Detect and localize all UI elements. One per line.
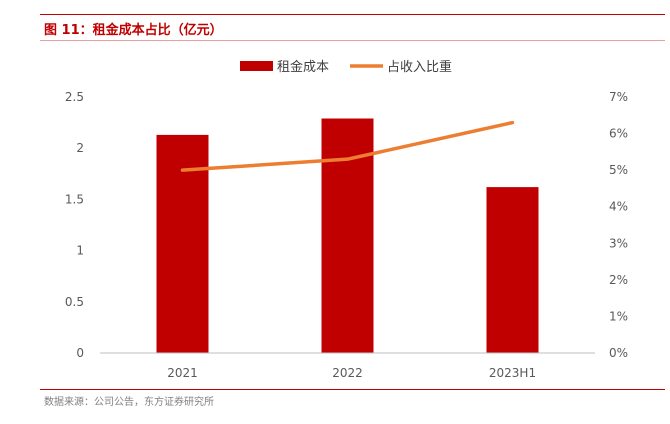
x-axis: 2021 2022 2023H1 <box>100 352 595 380</box>
right-tick-label: 1% <box>609 309 628 323</box>
right-tick-label: 4% <box>609 200 628 214</box>
legend-bar-swatch <box>240 61 273 71</box>
left-tick-label: 2 <box>76 141 84 155</box>
bar-series <box>156 118 539 353</box>
left-axis: 0 0.5 1 1.5 2 2.5 <box>65 90 84 360</box>
x-tick-label: 2021 <box>167 366 198 380</box>
legend-line-label: 占收入比重 <box>387 59 452 75</box>
right-tick-label: 0% <box>609 346 628 360</box>
right-tick-label: 2% <box>609 273 628 287</box>
left-tick-label: 0 <box>76 346 84 360</box>
line-series <box>180 120 515 172</box>
left-tick-label: 1.5 <box>65 192 84 206</box>
chart-legend: 租金成本 占收入比重 <box>240 59 452 75</box>
title-top-rule <box>40 14 665 15</box>
left-tick-label: 2.5 <box>65 90 84 104</box>
left-tick-label: 1 <box>76 244 84 258</box>
source-note: 数据来源：公司公告，东方证券研究所 <box>44 397 214 408</box>
figure-title: 图 11：租金成本占比（亿元） <box>44 23 223 38</box>
left-tick-label: 0.5 <box>65 295 84 309</box>
right-tick-label: 5% <box>609 163 628 177</box>
bar <box>486 187 539 353</box>
x-tick-label: 2023H1 <box>489 366 536 380</box>
right-tick-label: 6% <box>609 127 628 141</box>
source-rule <box>40 389 665 390</box>
title-bottom-rule <box>40 40 665 41</box>
legend-bar-label: 租金成本 <box>277 59 329 75</box>
right-tick-label: 3% <box>609 236 628 250</box>
right-tick-label: 7% <box>609 90 628 104</box>
x-tick-label: 2022 <box>332 366 363 380</box>
right-axis: 0% 1% 2% 3% 4% 5% 6% 7% <box>609 90 628 360</box>
